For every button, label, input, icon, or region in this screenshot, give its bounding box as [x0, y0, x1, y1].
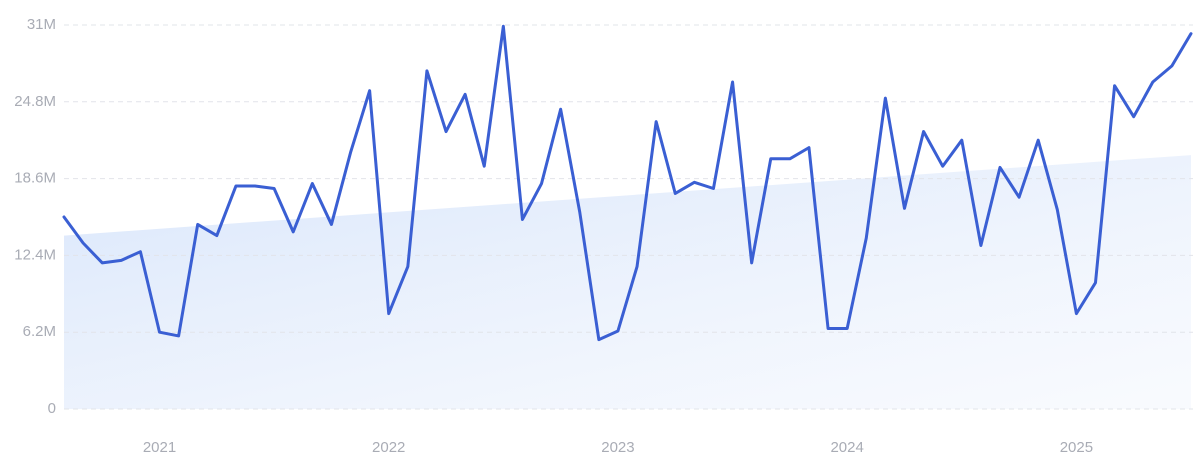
y-tick-label: 31M: [27, 16, 56, 33]
y-tick-label: 18.6M: [14, 170, 56, 187]
y-tick-label: 12.4M: [14, 246, 56, 263]
trend-area: [64, 155, 1191, 409]
x-tick-label: 2022: [372, 439, 405, 456]
line: [62, 24, 1193, 342]
x-tick-label: 2025: [1060, 439, 1093, 456]
y-tick-label: 24.8M: [14, 93, 56, 110]
x-tick-label: 2021: [143, 439, 176, 456]
y-tick-label: 0: [48, 400, 56, 417]
y-tick-label: 6.2M: [23, 323, 56, 340]
x-tick-label: 2024: [830, 439, 863, 456]
x-tick-label: 2023: [601, 439, 634, 456]
